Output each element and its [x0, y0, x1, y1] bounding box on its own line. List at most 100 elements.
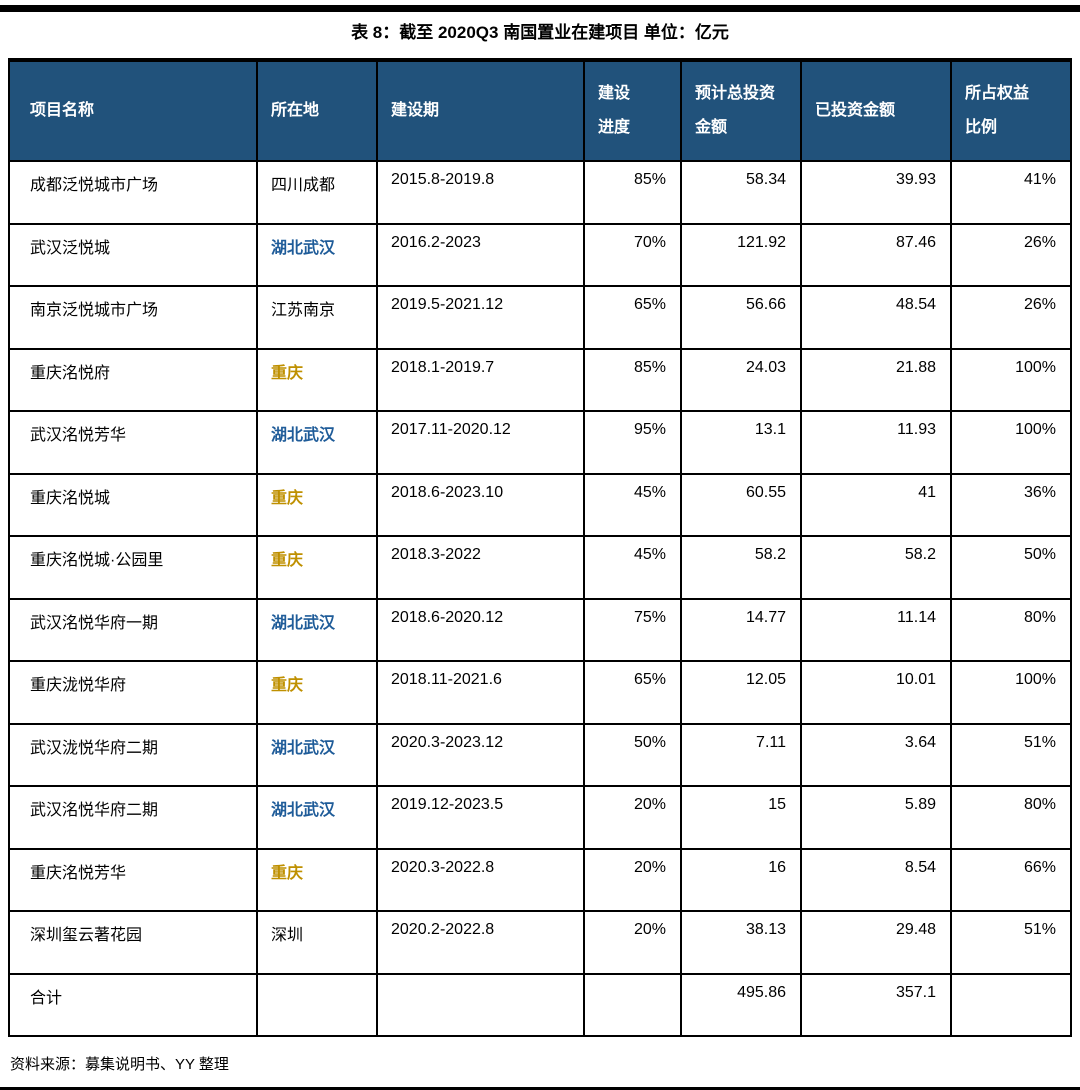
cell-location: 湖北武汉	[256, 410, 378, 475]
cell-progress: 95%	[583, 410, 682, 475]
cell-period: 2020.3-2022.8	[376, 847, 585, 912]
cell-planned: 13.1	[680, 410, 802, 475]
table-header: 项目名称 所在地 建设期 建设 进度 预计总投资 金额 已投资金额 所占权益 比例	[8, 59, 1072, 162]
cell-name: 重庆洺悦府	[8, 347, 258, 412]
cell-location: 四川成都	[256, 160, 378, 225]
cell-location	[256, 972, 378, 1037]
cell-equity: 80%	[950, 597, 1072, 662]
column-header-equity: 所占权益 比例	[950, 59, 1072, 162]
cell-progress: 20%	[583, 910, 682, 975]
cell-name: 武汉洺悦芳华	[8, 410, 258, 475]
table-row: 深圳玺云著花园 深圳 2020.2-2022.8 20% 38.13 29.48 51%	[8, 910, 1072, 975]
cell-period: 2020.2-2022.8	[376, 910, 585, 975]
cell-name: 武汉泛悦城	[8, 222, 258, 287]
cell-progress: 65%	[583, 660, 682, 725]
table-row: 武汉洺悦芳华 湖北武汉 2017.11-2020.12 95% 13.1 11.93 100…	[8, 410, 1072, 475]
cell-planned: 12.05	[680, 660, 802, 725]
cell-progress: 85%	[583, 347, 682, 412]
source-note: 资料来源：募集说明书、YY 整理	[10, 1056, 229, 1073]
table-row: 南京泛悦城市广场 江苏南京 2019.5-2021.12 65% 56.66 48.54 2…	[8, 285, 1072, 350]
cell-planned: 15	[680, 785, 802, 850]
cell-equity: 51%	[950, 722, 1072, 787]
cell-equity: 41%	[950, 160, 1072, 225]
cell-name: 武汉洺悦华府一期	[8, 597, 258, 662]
cell-equity: 100%	[950, 410, 1072, 475]
cell-period: 2018.1-2019.7	[376, 347, 585, 412]
cell-name: 南京泛悦城市广场	[8, 285, 258, 350]
cell-planned: 58.2	[680, 535, 802, 600]
cell-period: 2018.11-2021.6	[376, 660, 585, 725]
cell-period: 2019.5-2021.12	[376, 285, 585, 350]
cell-invested: 48.54	[800, 285, 952, 350]
column-header-progress: 建设 进度	[583, 59, 682, 162]
cell-planned: 16	[680, 847, 802, 912]
cell-equity: 51%	[950, 910, 1072, 975]
cell-planned: 495.86	[680, 972, 802, 1037]
cell-name: 重庆泷悦华府	[8, 660, 258, 725]
cell-invested: 21.88	[800, 347, 952, 412]
cell-location: 湖北武汉	[256, 722, 378, 787]
table-row: 重庆泷悦华府 重庆 2018.11-2021.6 65% 12.05 10.01 100%	[8, 660, 1072, 725]
table-row: 重庆洺悦芳华 重庆 2020.3-2022.8 20% 16 8.54 66%	[8, 847, 1072, 912]
cell-equity: 100%	[950, 347, 1072, 412]
cell-equity: 26%	[950, 222, 1072, 287]
cell-progress: 75%	[583, 597, 682, 662]
cell-name: 深圳玺云著花园	[8, 910, 258, 975]
cell-invested: 58.2	[800, 535, 952, 600]
cell-planned: 60.55	[680, 472, 802, 537]
cell-name: 武汉泷悦华府二期	[8, 722, 258, 787]
table-row: 重庆洺悦城 重庆 2018.6-2023.10 45% 60.55 41 36%	[8, 472, 1072, 537]
cell-planned: 58.34	[680, 160, 802, 225]
cell-equity	[950, 972, 1072, 1037]
cell-location: 重庆	[256, 535, 378, 600]
cell-name: 重庆洺悦芳华	[8, 847, 258, 912]
cell-invested: 29.48	[800, 910, 952, 975]
cell-invested: 10.01	[800, 660, 952, 725]
cell-planned: 56.66	[680, 285, 802, 350]
table-row: 成都泛悦城市广场 四川成都 2015.8-2019.8 85% 58.34 39.93 41…	[8, 160, 1072, 225]
cell-period: 2018.3-2022	[376, 535, 585, 600]
cell-progress: 45%	[583, 472, 682, 537]
cell-progress: 45%	[583, 535, 682, 600]
cell-invested: 8.54	[800, 847, 952, 912]
table-row: 武汉泛悦城 湖北武汉 2016.2-2023 70% 121.92 87.46 26%	[8, 222, 1072, 287]
cell-equity: 66%	[950, 847, 1072, 912]
column-header-planned: 预计总投资 金额	[680, 59, 802, 162]
cell-period: 2018.6-2020.12	[376, 597, 585, 662]
header-row: 项目名称 所在地 建设期 建设 进度 预计总投资 金额 已投资金额 所占权益 比例	[8, 59, 1072, 162]
cell-invested: 87.46	[800, 222, 952, 287]
column-header-location: 所在地	[256, 59, 378, 162]
table-row: 武汉洺悦华府二期 湖北武汉 2019.12-2023.5 20% 15 5.89 80%	[8, 785, 1072, 850]
cell-location: 深圳	[256, 910, 378, 975]
column-header-period: 建设期	[376, 59, 585, 162]
cell-progress: 65%	[583, 285, 682, 350]
cell-period: 2018.6-2023.10	[376, 472, 585, 537]
cell-location: 重庆	[256, 660, 378, 725]
cell-planned: 7.11	[680, 722, 802, 787]
cell-name: 重庆洺悦城	[8, 472, 258, 537]
cell-progress: 50%	[583, 722, 682, 787]
cell-equity: 36%	[950, 472, 1072, 537]
cell-equity: 100%	[950, 660, 1072, 725]
cell-invested: 357.1	[800, 972, 952, 1037]
cell-equity: 80%	[950, 785, 1072, 850]
total-row: 合计 495.86 357.1	[8, 972, 1072, 1037]
cell-location: 湖北武汉	[256, 222, 378, 287]
column-header-name: 项目名称	[8, 59, 258, 162]
table-row: 重庆洺悦城·公园里 重庆 2018.3-2022 45% 58.2 58.2 50%	[8, 535, 1072, 600]
cell-progress	[583, 972, 682, 1037]
cell-invested: 5.89	[800, 785, 952, 850]
cell-invested: 11.14	[800, 597, 952, 662]
cell-location: 重庆	[256, 347, 378, 412]
cell-progress: 70%	[583, 222, 682, 287]
cell-progress: 20%	[583, 847, 682, 912]
cell-invested: 39.93	[800, 160, 952, 225]
cell-period: 2016.2-2023	[376, 222, 585, 287]
cell-planned: 121.92	[680, 222, 802, 287]
cell-period: 2020.3-2023.12	[376, 722, 585, 787]
cell-location: 湖北武汉	[256, 597, 378, 662]
cell-name: 成都泛悦城市广场	[8, 160, 258, 225]
cell-name: 重庆洺悦城·公园里	[8, 535, 258, 600]
cell-equity: 26%	[950, 285, 1072, 350]
cell-progress: 20%	[583, 785, 682, 850]
